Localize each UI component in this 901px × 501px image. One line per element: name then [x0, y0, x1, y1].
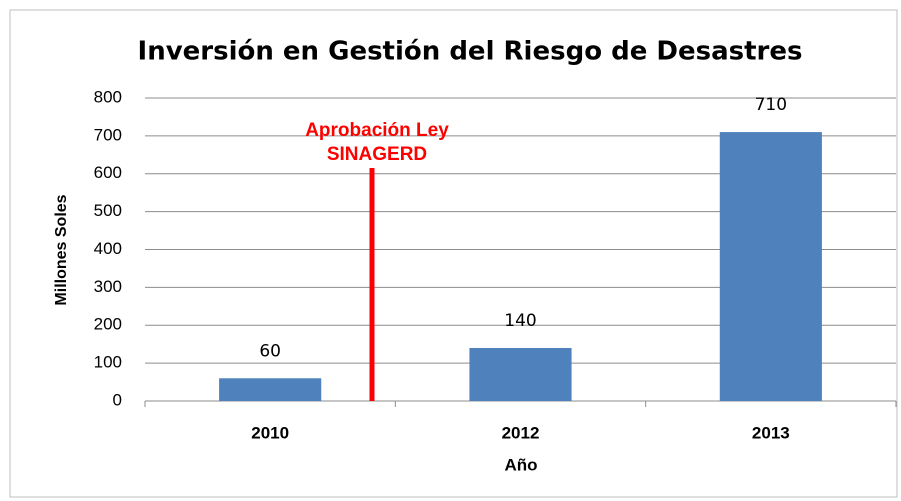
- y-tick-label: 800: [94, 87, 122, 106]
- y-tick-label: 300: [94, 277, 122, 296]
- y-tick-label: 400: [94, 239, 122, 258]
- data-label: 60: [259, 341, 281, 361]
- y-tick-label: 700: [94, 125, 122, 144]
- bar: [219, 378, 322, 401]
- annotation-text: Aprobación Ley: [305, 120, 449, 141]
- x-tick-label: 2012: [502, 423, 540, 442]
- data-label: 140: [504, 311, 536, 331]
- y-tick-label: 0: [113, 390, 122, 409]
- x-tick-label: 2013: [752, 423, 790, 442]
- chart-title: Inversión en Gestión del Riesgo de Desas…: [138, 37, 803, 67]
- y-axis-label: Millones Soles: [53, 194, 70, 305]
- y-tick-label: 500: [94, 201, 122, 220]
- data-label: 710: [755, 95, 787, 115]
- x-axis-label: Año: [504, 455, 537, 474]
- y-tick-label: 100: [94, 353, 122, 372]
- x-tick-label: 2010: [251, 423, 289, 442]
- annotation-text: SINAGERD: [327, 144, 427, 165]
- bar: [719, 132, 822, 401]
- bar: [469, 347, 572, 401]
- y-tick-label: 200: [94, 315, 122, 334]
- y-tick-label: 600: [94, 163, 122, 182]
